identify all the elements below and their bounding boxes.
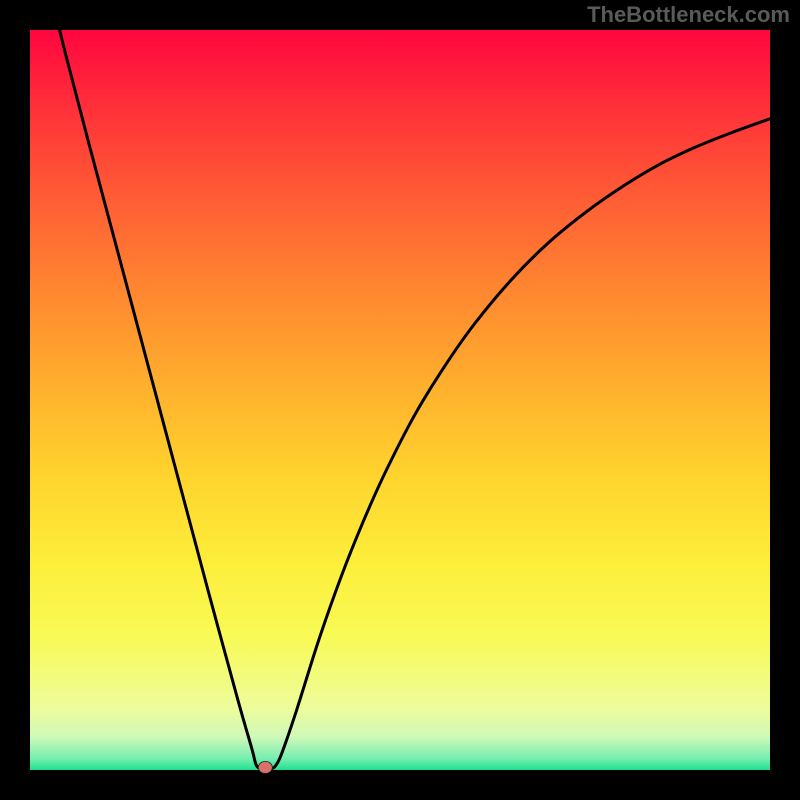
optimal-point-marker (258, 761, 272, 773)
chart-svg (0, 0, 800, 800)
plot-area (30, 30, 770, 770)
bottleneck-chart: TheBottleneck.com (0, 0, 800, 800)
watermark-text: TheBottleneck.com (587, 2, 790, 28)
